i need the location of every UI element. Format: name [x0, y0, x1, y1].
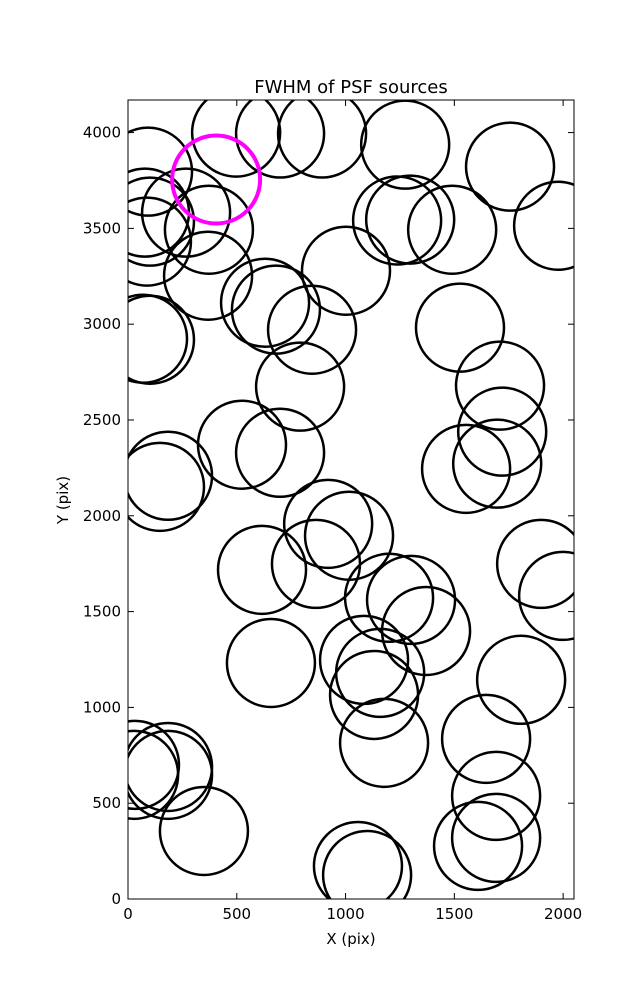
source-circle [128, 167, 191, 258]
source-circle [351, 175, 443, 266]
source-circle [321, 829, 413, 899]
source-circle [451, 418, 543, 509]
source-circle [420, 423, 512, 515]
source-circle [128, 430, 214, 521]
source-circle [450, 792, 542, 884]
source-circle [266, 284, 358, 375]
source-circle [432, 800, 524, 892]
source-circle [276, 100, 368, 179]
source-circle [282, 478, 374, 570]
y-tick-label: 0 [111, 890, 121, 908]
source-circle [128, 293, 189, 384]
y-tick-label: 3000 [83, 315, 121, 333]
source-circle [312, 820, 404, 899]
y-axis-label: Y (pix) [54, 476, 72, 525]
source-circle [343, 552, 435, 644]
source-circle [454, 340, 546, 431]
source-circle [406, 184, 498, 275]
source-circle [517, 550, 574, 642]
source-circle [414, 282, 506, 373]
source-circle [318, 614, 410, 706]
source-circle [140, 167, 232, 258]
y-tick-label: 1000 [83, 698, 121, 716]
source-circle [512, 180, 574, 271]
x-tick-label: 1500 [435, 905, 473, 923]
source-circle [495, 518, 574, 610]
source-circle [128, 176, 196, 267]
y-tick-label: 1500 [83, 603, 121, 621]
source-circle [230, 264, 322, 355]
source-circle [464, 121, 556, 212]
x-tick-label: 2000 [544, 905, 582, 923]
x-tick-label: 1000 [326, 905, 364, 923]
source-circle [162, 230, 254, 321]
source-circle [216, 524, 308, 616]
source-circle [300, 225, 392, 316]
source-circle [128, 196, 193, 287]
source-circle [328, 649, 420, 741]
y-tick-label: 2500 [83, 411, 121, 429]
source-circle [254, 341, 346, 432]
plot-area [128, 100, 574, 899]
source-circle [450, 750, 542, 842]
source-circle [170, 133, 263, 226]
source-circle [128, 729, 180, 821]
source-circle [163, 184, 255, 275]
source-circle [380, 585, 472, 677]
y-tick-label: 3500 [83, 219, 121, 237]
source-circle [128, 441, 206, 533]
source-circle [234, 100, 326, 179]
source-circle [128, 719, 181, 811]
source-circle [234, 407, 326, 498]
x-tick-label: 0 [123, 905, 133, 923]
source-circle [456, 386, 548, 477]
y-tick-label: 2000 [83, 507, 121, 525]
source-circle [128, 126, 194, 217]
y-tick-label: 500 [92, 794, 121, 812]
source-circle [190, 100, 282, 178]
source-circle [128, 294, 196, 385]
source-circle [219, 257, 311, 348]
x-tick-label: 500 [222, 905, 251, 923]
source-circle [475, 634, 567, 726]
chart-title: FWHM of PSF sources [254, 77, 448, 98]
source-circle [359, 100, 451, 190]
plot-frame [127, 99, 575, 900]
source-circle [440, 693, 532, 785]
source-circle [128, 729, 214, 821]
source-circle [158, 785, 250, 877]
x-axis-label: X (pix) [326, 930, 375, 948]
source-circle [365, 554, 457, 646]
source-circle [225, 617, 317, 709]
y-tick-label: 4000 [83, 124, 121, 142]
source-circle [338, 697, 430, 789]
